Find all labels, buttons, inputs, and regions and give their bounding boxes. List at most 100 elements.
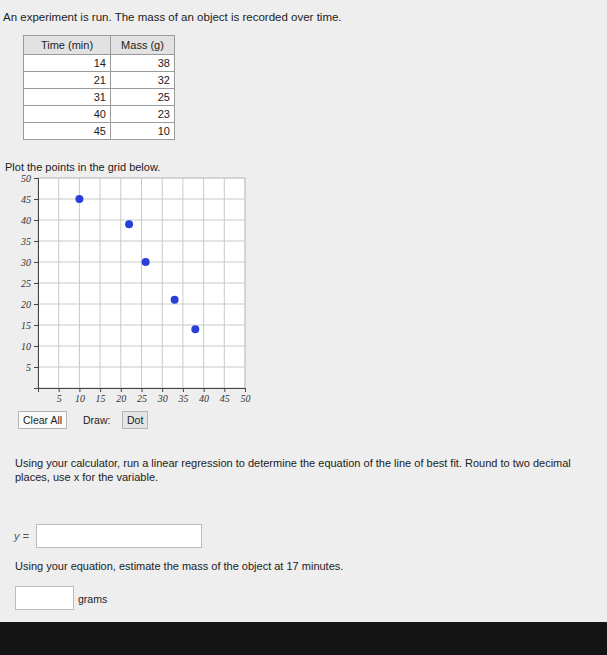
table-cell: 25 bbox=[111, 89, 175, 106]
column-header: Time (min) bbox=[24, 36, 111, 55]
screen-bezel bbox=[0, 622, 607, 655]
instruction: Plot the points in the grid below. bbox=[5, 161, 160, 173]
grid-line bbox=[38, 283, 245, 284]
tick: 15 bbox=[21, 320, 38, 331]
tick-label: 20 bbox=[116, 393, 126, 404]
answer-input-2[interactable] bbox=[15, 586, 74, 610]
question-2: Using your equation, estimate the mass o… bbox=[15, 560, 343, 572]
column-header: Mass (g) bbox=[111, 36, 175, 55]
tick: 20 bbox=[21, 299, 38, 310]
tick: 45 bbox=[21, 194, 38, 205]
tick-label: 10 bbox=[75, 393, 85, 404]
tick-label: 40 bbox=[21, 215, 31, 226]
prompt: An experiment is run. The mass of an obj… bbox=[3, 11, 342, 23]
tick-label: 45 bbox=[220, 393, 230, 404]
dot bbox=[75, 195, 83, 203]
tick-mark bbox=[121, 388, 122, 392]
tick-mark bbox=[162, 388, 163, 392]
grid-line bbox=[38, 304, 245, 305]
tick-mark bbox=[204, 388, 205, 392]
tick-mark bbox=[79, 388, 80, 392]
tick: 30 bbox=[157, 388, 168, 404]
tick-label: 50 bbox=[21, 173, 31, 184]
table-row: 4510 bbox=[24, 123, 175, 140]
header-row: Time (min)Mass (g) bbox=[24, 36, 175, 55]
tick-mark bbox=[183, 388, 184, 392]
tick-mark bbox=[100, 388, 101, 392]
table-cell: 23 bbox=[111, 106, 175, 123]
question-1: Using your calculator, run a linear regr… bbox=[15, 456, 600, 484]
tick-label: 20 bbox=[21, 299, 31, 310]
tick: 40 bbox=[199, 388, 209, 404]
tick-label: 15 bbox=[96, 393, 106, 404]
tick-label: 10 bbox=[21, 341, 31, 352]
tick: 50 bbox=[21, 173, 38, 184]
tick-mark bbox=[59, 388, 60, 392]
tick: 35 bbox=[20, 236, 38, 247]
y-axis: 5 10 15 20 25 30 35 40 45 50 bbox=[20, 173, 39, 389]
plot-area bbox=[38, 178, 245, 388]
tick-mark bbox=[34, 304, 38, 305]
grid-line bbox=[38, 178, 245, 179]
points bbox=[75, 195, 199, 333]
tick-label: 50 bbox=[241, 393, 251, 404]
tick-mark bbox=[34, 262, 38, 263]
grid bbox=[38, 178, 245, 388]
tick-mark bbox=[34, 220, 38, 221]
table: Time (min)Mass (g)14382132312540234510 bbox=[23, 35, 175, 140]
tick-mark bbox=[245, 388, 246, 392]
grid-line bbox=[38, 325, 245, 326]
tick: 35 bbox=[177, 388, 188, 404]
tick: 45 bbox=[220, 388, 230, 404]
tick-label: 25 bbox=[137, 393, 147, 404]
input-suffix: grams bbox=[78, 593, 107, 605]
tick-label: 45 bbox=[21, 194, 31, 205]
clear-button[interactable]: Clear All bbox=[18, 411, 67, 429]
grid-line bbox=[38, 262, 245, 263]
input-prefix: y = bbox=[14, 530, 29, 542]
page: An experiment is run. The mass of an obj… bbox=[0, 0, 607, 655]
grid-line bbox=[38, 367, 245, 368]
tick: 25 bbox=[137, 388, 147, 404]
table-cell: 32 bbox=[111, 72, 175, 89]
grid-line bbox=[38, 241, 245, 242]
table-cell: 45 bbox=[24, 123, 111, 140]
tick: 10 bbox=[75, 388, 85, 404]
tick-label: 30 bbox=[20, 257, 31, 268]
tick: 40 bbox=[21, 215, 38, 226]
table-cell: 21 bbox=[24, 72, 111, 89]
tick-mark bbox=[34, 325, 38, 326]
tick-label: 5 bbox=[57, 393, 62, 404]
tick-mark bbox=[34, 241, 38, 242]
tick: 15 bbox=[96, 388, 106, 404]
tick-label: 25 bbox=[21, 278, 31, 289]
tick-mark bbox=[224, 388, 225, 392]
dot-button[interactable]: Dot bbox=[122, 411, 148, 429]
draw-label: Draw: bbox=[83, 414, 110, 426]
tick-mark bbox=[34, 178, 38, 179]
tick: 5 bbox=[57, 388, 62, 404]
table-row: 2132 bbox=[24, 72, 175, 89]
tick: 25 bbox=[21, 278, 38, 289]
table-cell: 31 bbox=[24, 89, 111, 106]
table-cell: 40 bbox=[24, 106, 111, 123]
tick: 50 bbox=[241, 388, 251, 404]
tick: 20 bbox=[116, 388, 126, 404]
tick-mark bbox=[34, 283, 38, 284]
tick-mark bbox=[34, 199, 38, 200]
grid-line bbox=[38, 199, 245, 200]
tick: 30 bbox=[20, 257, 38, 268]
tick-label: 35 bbox=[177, 393, 188, 404]
answer-input-1[interactable] bbox=[36, 524, 202, 548]
dot bbox=[125, 220, 133, 228]
tick-label: 30 bbox=[157, 393, 168, 404]
axis-line bbox=[39, 389, 246, 393]
grid-line bbox=[38, 346, 245, 347]
grid-line bbox=[38, 220, 245, 221]
tick-mark bbox=[142, 388, 143, 392]
tick-mark bbox=[34, 367, 38, 368]
tick-label: 5 bbox=[26, 362, 31, 373]
tick-mark bbox=[34, 346, 38, 347]
x-axis: 5 10 15 20 25 30 35 40 45 50 bbox=[39, 388, 251, 404]
table-row: 1438 bbox=[24, 55, 175, 72]
